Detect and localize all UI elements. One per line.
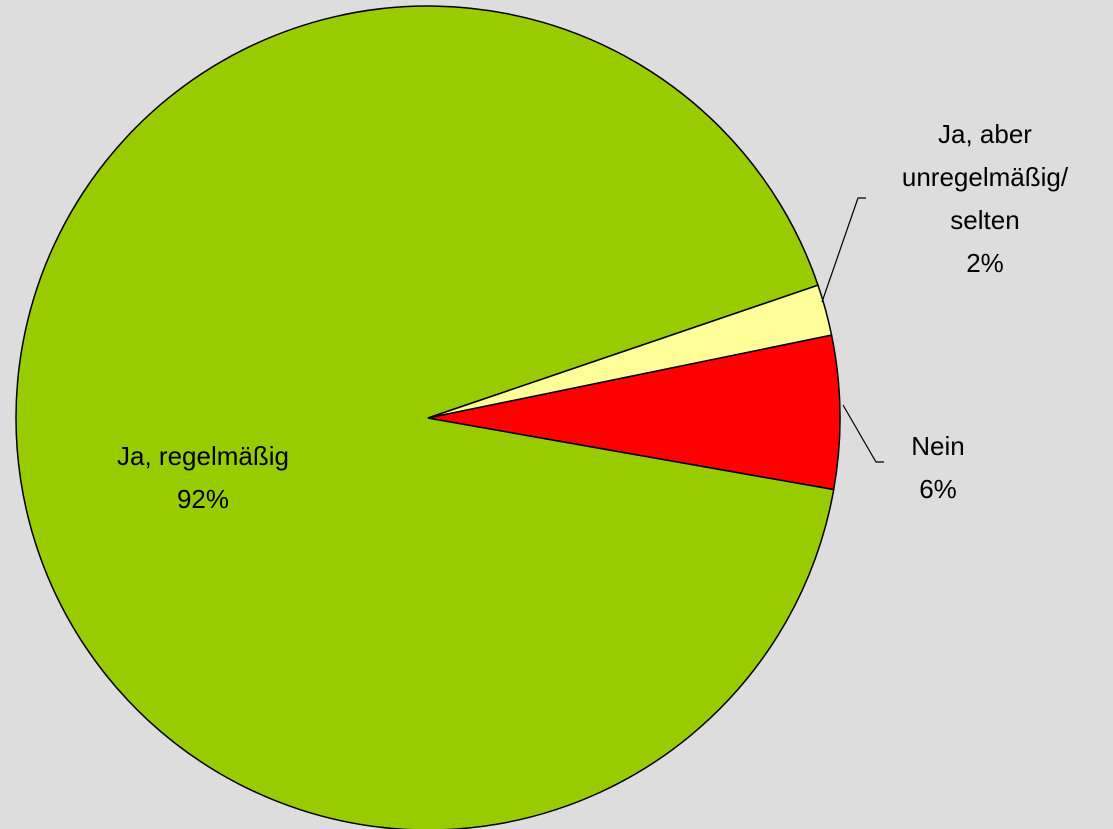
- pie-slice: [427, 334, 841, 491]
- label-line: unregelmäßig/: [902, 162, 1069, 192]
- value-label: 6%: [919, 474, 957, 504]
- label-line: selten: [950, 205, 1019, 235]
- value-label: 92%: [177, 484, 229, 514]
- pie-slice: [15, 5, 835, 829]
- value-label: 2%: [966, 248, 1004, 278]
- leader-line: [821, 197, 866, 303]
- label-line: Ja, regelmäßig: [117, 441, 289, 471]
- slice-label: Nein: [911, 431, 964, 461]
- slice-label: Ja, regelmäßig: [117, 441, 289, 471]
- slice-label: Ja, aber unregelmäßig/selten: [902, 119, 1069, 235]
- label-line: Ja, aber: [938, 119, 1032, 149]
- label-line: Nein: [911, 431, 964, 461]
- leader-line: [842, 404, 884, 463]
